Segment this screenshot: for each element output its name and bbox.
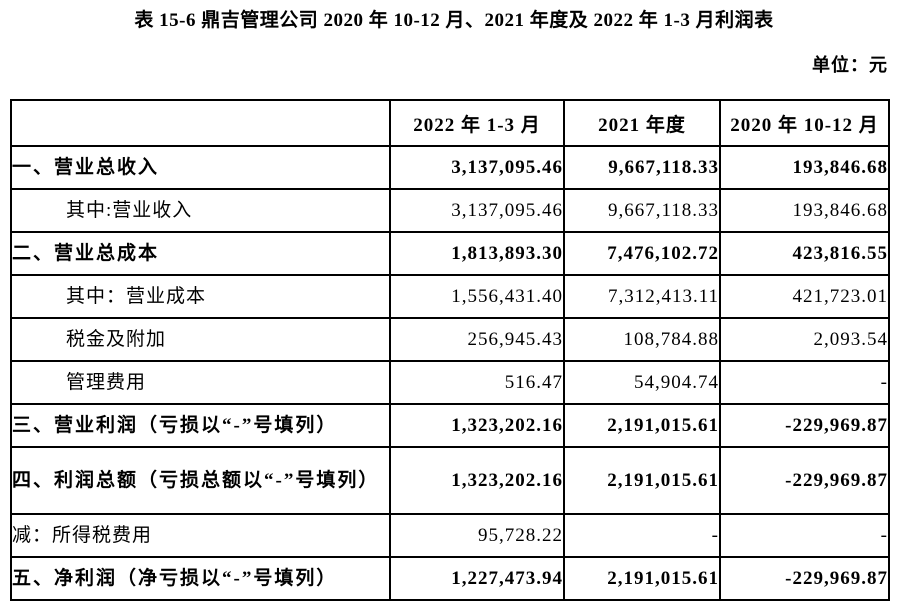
cell-value: 2,191,015.61 — [563, 403, 721, 448]
cell-value: 3,137,095.46 — [389, 188, 565, 233]
row-label: 四、利润总额（亏损总额以“-”号填列） — [10, 446, 391, 515]
table-row-operating-cost: 其中：营业成本 1,556,431.40 7,312,413.11 421,72… — [10, 274, 890, 319]
table-row-net-profit: 五、净利润（净亏损以“-”号填列） 1,227,473.94 2,191,015… — [10, 556, 890, 601]
cell-value: 421,723.01 — [719, 274, 890, 319]
cell-value: 2,191,015.61 — [563, 446, 721, 515]
cell-value: 1,813,893.30 — [389, 231, 565, 276]
column-header-2020: 2020 年 10-12 月 — [719, 99, 890, 147]
cell-value: -229,969.87 — [719, 446, 890, 515]
cell-value: 2,093.54 — [719, 317, 890, 362]
cell-value: 9,667,118.33 — [563, 145, 721, 190]
table-header-row: 2022 年 1-3 月 2021 年度 2020 年 10-12 月 — [10, 99, 890, 147]
cell-value: 516.47 — [389, 360, 565, 405]
cell-value: 193,846.68 — [719, 188, 890, 233]
cell-value: 2,191,015.61 — [563, 556, 721, 601]
table-row-total-profit: 四、利润总额（亏损总额以“-”号填列） 1,323,202.16 2,191,0… — [10, 446, 890, 515]
profit-table: 2022 年 1-3 月 2021 年度 2020 年 10-12 月 一、营业… — [10, 99, 890, 601]
row-label: 五、净利润（净亏损以“-”号填列） — [10, 556, 391, 601]
cell-value: 1,227,473.94 — [389, 556, 565, 601]
page-title: 表 15-6 鼎吉管理公司 2020 年 10-12 月、2021 年度及 20… — [134, 10, 774, 31]
cell-value: 7,312,413.11 — [563, 274, 721, 319]
row-label: 减：所得税费用 — [10, 513, 391, 558]
row-label: 税金及附加 — [10, 317, 391, 362]
cell-value: 1,323,202.16 — [389, 446, 565, 515]
column-header-2022: 2022 年 1-3 月 — [389, 99, 565, 147]
cell-value: - — [563, 513, 721, 558]
row-label: 三、营业利润（亏损以“-”号填列） — [10, 403, 391, 448]
row-label: 二、营业总成本 — [10, 231, 391, 276]
cell-value: 95,728.22 — [389, 513, 565, 558]
cell-value: 193,846.68 — [719, 145, 890, 190]
table-row-operating-revenue: 其中:营业收入 3,137,095.46 9,667,118.33 193,84… — [10, 188, 890, 233]
cell-value: 423,816.55 — [719, 231, 890, 276]
cell-value: 9,667,118.33 — [563, 188, 721, 233]
cell-value: 3,137,095.46 — [389, 145, 565, 190]
table-row-total-cost: 二、营业总成本 1,813,893.30 7,476,102.72 423,81… — [10, 231, 890, 276]
table-row-operating-profit: 三、营业利润（亏损以“-”号填列） 1,323,202.16 2,191,015… — [10, 403, 890, 448]
cell-value: - — [719, 360, 890, 405]
row-label: 其中:营业收入 — [10, 188, 391, 233]
cell-value: 108,784.88 — [563, 317, 721, 362]
cell-value: 7,476,102.72 — [563, 231, 721, 276]
column-header-blank — [10, 99, 391, 147]
cell-value: 54,904.74 — [563, 360, 721, 405]
unit-label: 单位：元 — [812, 55, 888, 75]
table-row-admin-expense: 管理费用 516.47 54,904.74 - — [10, 360, 890, 405]
row-label: 一、营业总收入 — [10, 145, 391, 190]
cell-value: 1,556,431.40 — [389, 274, 565, 319]
table-row-total-revenue: 一、营业总收入 3,137,095.46 9,667,118.33 193,84… — [10, 145, 890, 190]
row-label: 其中：营业成本 — [10, 274, 391, 319]
cell-value: 1,323,202.16 — [389, 403, 565, 448]
cell-value: -229,969.87 — [719, 556, 890, 601]
table-row-income-tax: 减：所得税费用 95,728.22 - - — [10, 513, 890, 558]
cell-value: - — [719, 513, 890, 558]
column-header-2021: 2021 年度 — [563, 99, 721, 147]
cell-value: 256,945.43 — [389, 317, 565, 362]
cell-value: -229,969.87 — [719, 403, 890, 448]
table-row-taxes-surcharges: 税金及附加 256,945.43 108,784.88 2,093.54 — [10, 317, 890, 362]
row-label: 管理费用 — [10, 360, 391, 405]
